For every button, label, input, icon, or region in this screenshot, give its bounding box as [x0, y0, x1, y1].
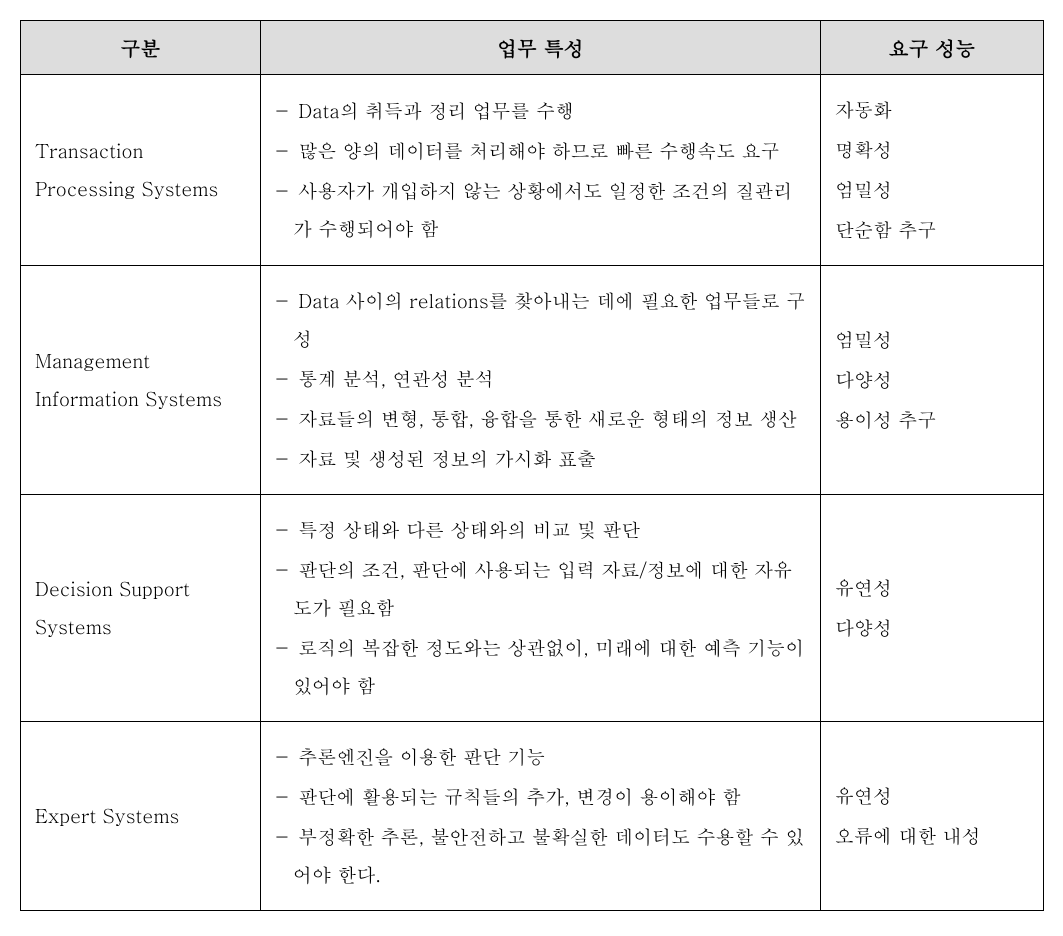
category-line: Transaction	[35, 132, 248, 170]
characteristics-cell: － Data의 취득과 정리 업무를 수행－ 많은 양의 데이터를 처리해야 하…	[261, 75, 821, 266]
table-row: TransactionProcessing Systems－ Data의 취득과…	[21, 75, 1044, 266]
category-line: Information Systems	[35, 380, 248, 418]
requirements-list: 자동화명확성엄밀성단순함 추구	[835, 91, 1031, 249]
requirements-item: 명확성	[835, 131, 1031, 169]
requirements-item: 엄밀성	[835, 321, 1031, 359]
requirements-cell: 엄밀성다양성용이성 추구	[821, 266, 1044, 495]
characteristics-list: － Data의 취득과 정리 업무를 수행－ 많은 양의 데이터를 처리해야 하…	[273, 92, 808, 248]
characteristics-item: － 통계 분석, 연관성 분석	[273, 360, 808, 398]
table-row: Expert Systems － 추론엔진을 이용한 판단 기능－ 판단에 활용되…	[21, 722, 1044, 911]
category-line: Processing Systems	[35, 170, 248, 208]
category-cell: TransactionProcessing Systems	[21, 75, 261, 266]
header-characteristics: 업무 특성	[261, 21, 821, 75]
requirements-item: 단순함 추구	[835, 211, 1031, 249]
requirements-list: 유연성다양성	[835, 569, 1031, 647]
characteristics-cell: － 특정 상태와 다른 상태와의 비교 및 판단－ 판단의 조건, 판단에 사용…	[261, 495, 821, 722]
category-line: Decision Support	[35, 570, 248, 608]
requirements-cell: 유연성오류에 대한 내성	[821, 722, 1044, 911]
characteristics-item: － 자료 및 생성된 정보의 가시화 표출	[273, 440, 808, 478]
characteristics-item: － 판단의 조건, 판단에 사용되는 입력 자료/정보에 대한 자유도가 필요함	[273, 551, 808, 627]
requirements-item: 자동화	[835, 91, 1031, 129]
table-row: Decision SupportSystems－ 특정 상태와 다른 상태와의 …	[21, 495, 1044, 722]
characteristics-item: － Data 사이의 relations를 찾아내는 데에 필요한 업무들로 구…	[273, 282, 808, 358]
characteristics-item: － 자료들의 변형, 통합, 융합을 통한 새로운 형태의 정보 생산	[273, 400, 808, 438]
table-header-row: 구분 업무 특성 요구 성능	[21, 21, 1044, 75]
requirements-item: 유연성	[835, 777, 1031, 815]
category-cell: Expert Systems	[21, 722, 261, 911]
requirements-item: 다양성	[835, 609, 1031, 647]
table-row: ManagementInformation Systems－ Data 사이의 …	[21, 266, 1044, 495]
requirements-cell: 자동화명확성엄밀성단순함 추구	[821, 75, 1044, 266]
category-line: Management	[35, 342, 248, 380]
category-cell: ManagementInformation Systems	[21, 266, 261, 495]
characteristics-cell: － 추론엔진을 이용한 판단 기능－ 판단에 활용되는 규칙들의 추가, 변경이…	[261, 722, 821, 911]
characteristics-list: － 특정 상태와 다른 상태와의 비교 및 판단－ 판단의 조건, 판단에 사용…	[273, 511, 808, 705]
systems-table: 구분 업무 특성 요구 성능 TransactionProcessing Sys…	[20, 20, 1044, 911]
requirements-cell: 유연성다양성	[821, 495, 1044, 722]
characteristics-item: － 부정확한 추론, 불안전하고 불확실한 데이터도 수용할 수 있어야 한다.	[273, 818, 808, 894]
characteristics-list: － 추론엔진을 이용한 판단 기능－ 판단에 활용되는 규칙들의 추가, 변경이…	[273, 738, 808, 894]
characteristics-item: － 특정 상태와 다른 상태와의 비교 및 판단	[273, 511, 808, 549]
category-line: Expert Systems	[35, 797, 248, 835]
category-cell: Decision SupportSystems	[21, 495, 261, 722]
characteristics-item: － 사용자가 개입하지 않는 상황에서도 일정한 조건의 질관리가 수행되어야 …	[273, 172, 808, 248]
characteristics-list: － Data 사이의 relations를 찾아내는 데에 필요한 업무들로 구…	[273, 282, 808, 478]
characteristics-cell: － Data 사이의 relations를 찾아내는 데에 필요한 업무들로 구…	[261, 266, 821, 495]
header-requirements: 요구 성능	[821, 21, 1044, 75]
requirements-item: 용이성 추구	[835, 401, 1031, 439]
requirements-item: 오류에 대한 내성	[835, 817, 1031, 855]
characteristics-item: － Data의 취득과 정리 업무를 수행	[273, 92, 808, 130]
requirements-item: 엄밀성	[835, 171, 1031, 209]
requirements-list: 유연성오류에 대한 내성	[835, 777, 1031, 855]
characteristics-item: － 추론엔진을 이용한 판단 기능	[273, 738, 808, 776]
characteristics-item: － 로직의 복잡한 정도와는 상관없이, 미래에 대한 예측 기능이 있어야 함	[273, 629, 808, 705]
requirements-list: 엄밀성다양성용이성 추구	[835, 321, 1031, 439]
characteristics-item: － 판단에 활용되는 규칙들의 추가, 변경이 용이해야 함	[273, 778, 808, 816]
category-line: Systems	[35, 608, 248, 646]
requirements-item: 다양성	[835, 361, 1031, 399]
requirements-item: 유연성	[835, 569, 1031, 607]
header-category: 구분	[21, 21, 261, 75]
characteristics-item: － 많은 양의 데이터를 처리해야 하므로 빠른 수행속도 요구	[273, 132, 808, 170]
